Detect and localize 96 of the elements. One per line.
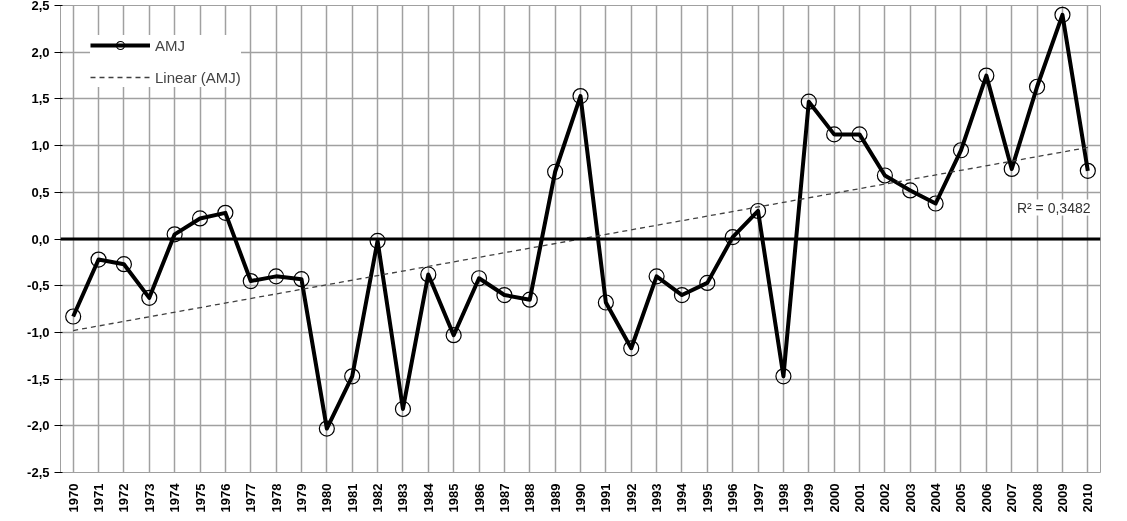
x-tick-label: 1976 [217, 483, 233, 513]
point [268, 268, 285, 285]
x-tick-label: 1972 [116, 483, 132, 513]
annotation: R² = 0,3482 [1016, 199, 1091, 216]
x-tick-label: 1977 [243, 483, 259, 513]
point [65, 308, 82, 325]
x-tick-label: 2003 [902, 483, 918, 513]
point [318, 420, 335, 437]
point [141, 289, 158, 306]
y-tick-label: -1,5 [27, 371, 50, 387]
point [648, 268, 665, 285]
x-tick-label: 1980 [319, 483, 335, 513]
point [166, 226, 183, 243]
x-tick-label: 1998 [775, 483, 791, 513]
point [521, 291, 538, 308]
point [217, 204, 234, 221]
x-tick-label: 1997 [750, 483, 766, 513]
x-tick-label: 1991 [598, 483, 614, 513]
point [1054, 6, 1071, 23]
point [699, 274, 716, 291]
point [800, 93, 817, 110]
x-tick-label: 2000 [826, 483, 842, 513]
x-tick-label: 2001 [852, 483, 868, 513]
x-tick-label: 1975 [192, 483, 208, 513]
y-tick-label: -2,5 [27, 465, 50, 480]
point [597, 294, 614, 311]
x-tick-label: 1982 [370, 483, 386, 513]
x-tick-label: 1994 [674, 482, 690, 513]
point [1028, 78, 1046, 95]
y-tick-label: 0,5 [31, 184, 50, 200]
point [394, 400, 412, 418]
point [445, 327, 462, 344]
point [293, 271, 310, 288]
x-tick-label: 2008 [1029, 483, 1045, 513]
x-tick-label: 1988 [522, 483, 538, 513]
x-tick-label: 2009 [1054, 483, 1070, 513]
y-tick-label: -2,0 [27, 418, 50, 434]
x-tick-label: 1995 [699, 483, 715, 513]
point [547, 163, 564, 180]
point [902, 182, 919, 199]
x-tick-label: 2004 [928, 482, 944, 513]
point [724, 229, 741, 246]
point [344, 368, 361, 385]
x-tick-label: 1992 [623, 483, 639, 513]
x-tick-label: 1979 [293, 483, 309, 513]
x-tick-label: 1970 [65, 483, 81, 513]
point [978, 67, 995, 84]
y-tick-label: 1,0 [31, 138, 50, 154]
point [191, 210, 209, 227]
point [420, 266, 437, 283]
x-tick-label: 1983 [395, 483, 411, 513]
x-tick-label: 1985 [446, 483, 462, 513]
point [496, 286, 513, 304]
point [952, 142, 970, 159]
x-tick-label: 2005 [953, 483, 969, 513]
x-tick-label: 1990 [573, 483, 588, 513]
point [242, 272, 259, 290]
legend-label: Linear (AMJ) [155, 68, 241, 86]
point [673, 286, 691, 304]
y-tick-label: 2,0 [31, 44, 50, 60]
x-tick-label: 2006 [978, 483, 994, 513]
point [115, 256, 133, 273]
x-tick-label: 2010 [1080, 483, 1096, 513]
legend-label: AMJ [155, 36, 185, 54]
point [927, 195, 944, 212]
x-tick-label: 1993 [649, 483, 665, 513]
x-tick-label: 1973 [141, 483, 157, 513]
y-tick-label: 0,0 [31, 231, 50, 247]
point [775, 368, 792, 385]
point [369, 232, 386, 249]
point [1003, 160, 1020, 178]
x-tick-label: 1996 [725, 483, 741, 513]
x-tick-label: 2007 [1004, 483, 1020, 513]
point [90, 251, 107, 268]
point [851, 126, 868, 143]
y-tick-label: 2,5 [31, 0, 50, 13]
y-tick-label: -1,0 [27, 324, 50, 340]
x-tick-label: 1989 [547, 483, 563, 513]
point [1079, 162, 1096, 179]
y-tick-label: 1,5 [31, 91, 50, 107]
x-tick-label: 1978 [268, 483, 284, 513]
x-tick-label: 2002 [877, 483, 893, 513]
x-tick-label: 1986 [471, 483, 487, 513]
y-tick-label: -0,5 [27, 278, 50, 294]
point [572, 88, 589, 105]
point [749, 202, 767, 220]
x-tick-label: 1999 [801, 483, 817, 513]
x-tick-label: 1981 [344, 483, 360, 513]
point [826, 126, 843, 143]
x-tick-label: 1987 [496, 483, 512, 513]
x-tick-label: 1974 [167, 482, 183, 513]
point [876, 167, 893, 184]
point [470, 270, 488, 287]
x-tick-label: 1971 [91, 483, 107, 513]
x-tick-label: 1984 [420, 482, 436, 513]
point [623, 340, 640, 357]
